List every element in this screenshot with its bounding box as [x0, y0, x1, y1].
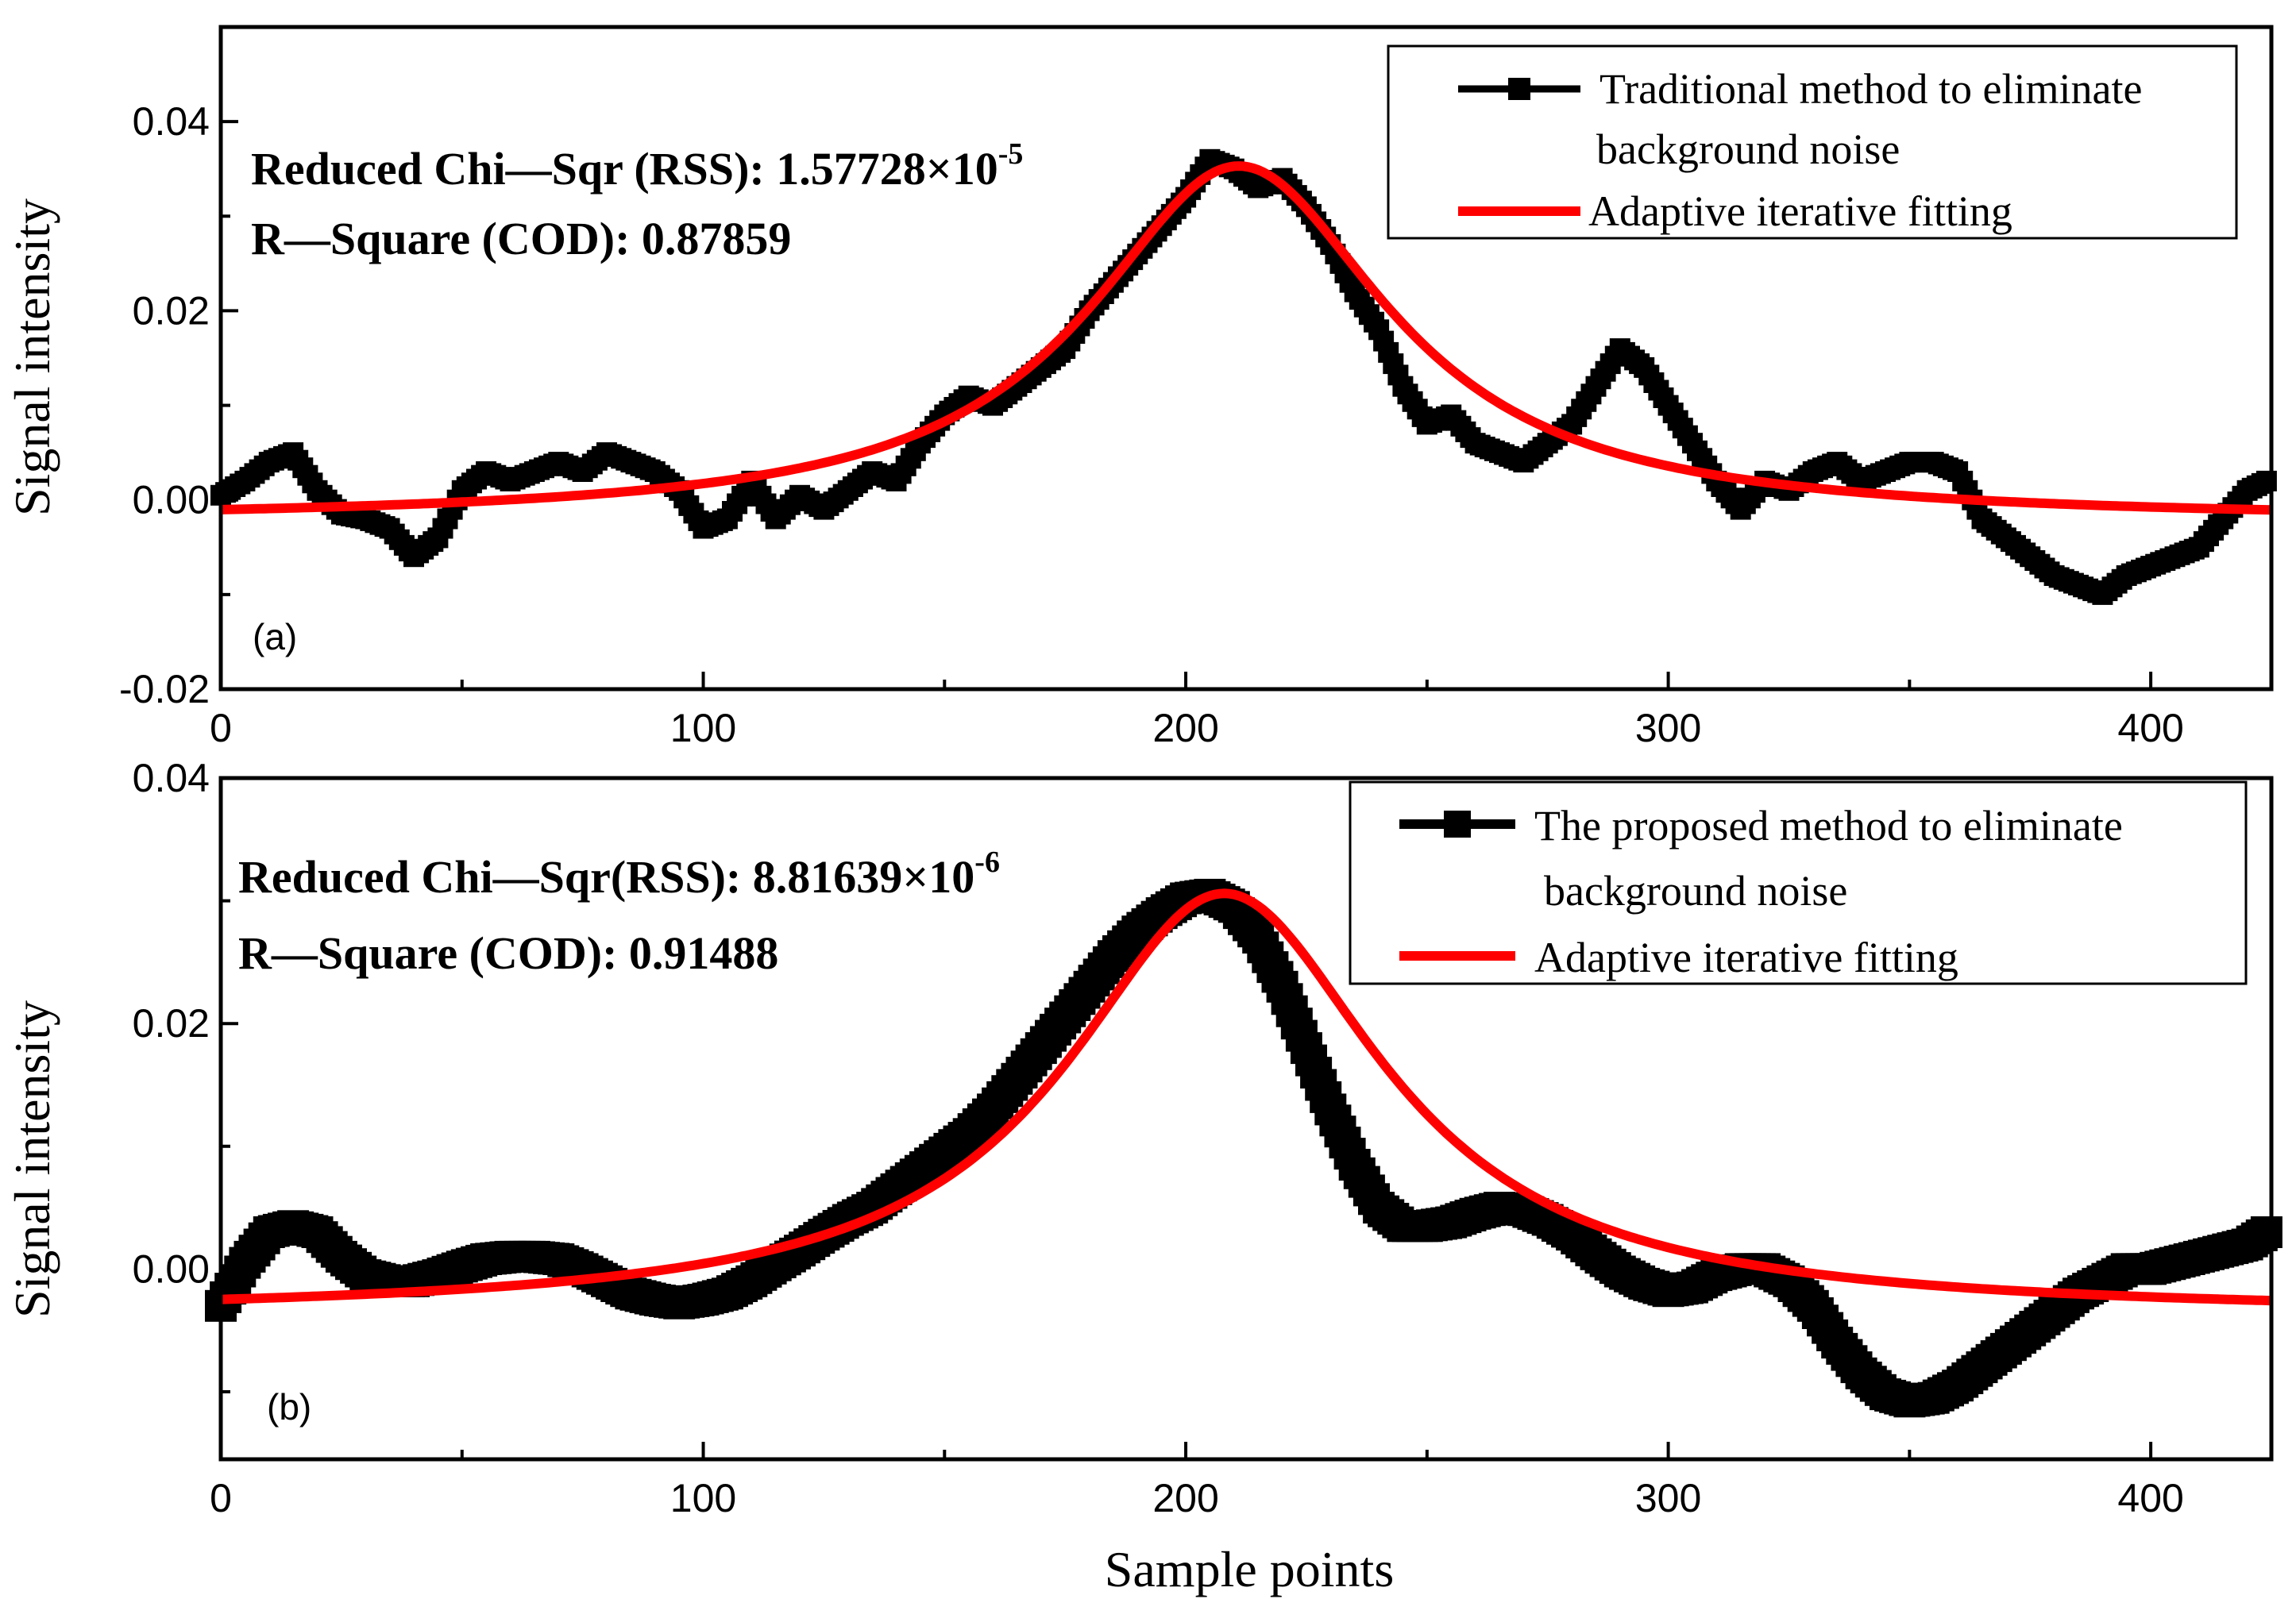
- panel-b-legend: The proposed method to eliminate backgro…: [1349, 780, 2248, 985]
- panel-b-frame: [218, 776, 2274, 1462]
- panel-a-y-tick-label: 0.02: [133, 288, 210, 333]
- panel-b-data-point: [2250, 1216, 2282, 1248]
- panel-a-x-tick-label: 100: [670, 706, 736, 750]
- panel-b-legend-label-proposed-2: background noise: [1544, 867, 1847, 915]
- panel-b: 0 100 200 300 400 0.00 0.02 0.04 Signal intens…: [4, 756, 2282, 1520]
- panel-a-y-tick-label: 0.00: [133, 478, 210, 522]
- panel-b-chi-exponent: -6: [974, 846, 1000, 879]
- panel-a-y-axis-title: Signal intensity: [4, 198, 60, 516]
- x-axis-title: Sample points: [1105, 1541, 1394, 1597]
- panel-b-x-tick-label: 200: [1152, 1476, 1218, 1520]
- panel-a-x-ticks: 0 100 200 300 400: [210, 672, 2184, 750]
- panel-a-legend-label-traditional-1: Traditional method to eliminate: [1599, 65, 2142, 113]
- panel-a-legend: Traditional method to eliminate backgrou…: [1387, 44, 2238, 240]
- panel-a-legend-label-traditional-2: background noise: [1596, 125, 1900, 173]
- panel-a-y-tick-label: 0.04: [133, 99, 210, 144]
- panel-a-fit-curve: [220, 161, 2272, 515]
- panel-b-legend-label-proposed-1: The proposed method to eliminate: [1534, 802, 2123, 850]
- panel-b-x-tick-label: 0: [210, 1476, 232, 1520]
- panel-b-x-tick-label: 300: [1635, 1476, 1701, 1520]
- panel-b-y-tick-label: 0.02: [133, 1001, 210, 1046]
- panel-b-legend-label-fit: Adaptive iterative fitting: [1534, 934, 1958, 981]
- panel-b-x-ticks: 0 100 200 300 400: [210, 1442, 2184, 1520]
- panel-b-label: (b): [267, 1386, 311, 1428]
- panel-a-chi-text: Reduced Chi—Sqr (RSS): 1.57728×10: [251, 143, 998, 195]
- panel-b-r2-annotation: R—Square (COD): 0.91488: [238, 927, 778, 979]
- panel-a-r2-annotation: R—Square (COD): 0.87859: [251, 213, 791, 264]
- panel-a-x-tick-label: 0: [210, 706, 232, 750]
- panel-b-fit-curve: [220, 888, 2272, 1306]
- panel-b-x-tick-label: 100: [670, 1476, 736, 1520]
- panel-a-x-tick-label: 300: [1635, 706, 1701, 750]
- panel-a: 0 100 200 300 400 -0.02 0.00 0.02 0.04 Signal i…: [4, 25, 2277, 750]
- panel-a-x-tick-label: 200: [1152, 706, 1218, 750]
- panel-a-chi-annotation: Reduced Chi—Sqr (RSS): 1.57728×10-5: [251, 137, 1023, 195]
- panel-b-legend-marker-square-icon: [1444, 811, 1471, 838]
- panel-b-legend-box: [1349, 780, 2248, 985]
- panel-b-y-tick-label: 0.04: [133, 756, 210, 800]
- panel-a-legend-marker-square-icon: [1508, 78, 1530, 100]
- panel-a-chi-exponent: -5: [998, 137, 1024, 171]
- panel-a-y-tick-label: -0.02: [119, 667, 210, 711]
- panel-b-y-axis-title: Signal intensity: [4, 1000, 60, 1318]
- panel-b-y-ticks: 0.00 0.02 0.04: [133, 756, 238, 1393]
- panel-a-data-point: [2255, 470, 2277, 491]
- panel-a-label: (a): [253, 616, 297, 657]
- panel-b-x-tick-label: 400: [2117, 1476, 2183, 1520]
- panel-a-frame: [218, 25, 2274, 692]
- panel-b-y-tick-label: 0.00: [133, 1246, 210, 1291]
- panel-b-chi-text: Reduced Chi—Sqr(RSS): 8.81639×10: [238, 851, 974, 903]
- panel-a-y-ticks: -0.02 0.00 0.02 0.04: [119, 25, 238, 711]
- panel-a-legend-label-fit: Adaptive iterative fitting: [1588, 187, 2012, 235]
- panel-b-chi-annotation: Reduced Chi—Sqr(RSS): 8.81639×10-6: [238, 846, 1000, 903]
- panel-a-x-tick-label: 400: [2117, 706, 2183, 750]
